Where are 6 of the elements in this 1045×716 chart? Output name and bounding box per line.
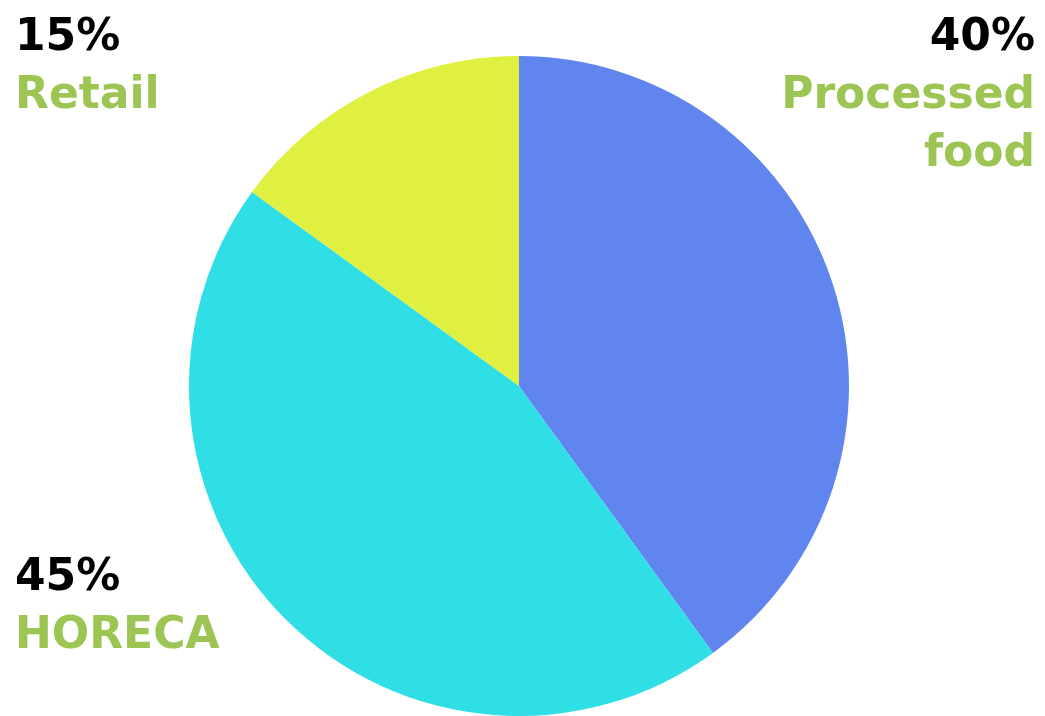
slice-label: Retail (15, 66, 160, 118)
slice-label: Processed food (781, 66, 1035, 176)
data-label: 15% (15, 8, 121, 60)
slice-label: HORECA (15, 606, 220, 658)
data-label: 40% (929, 8, 1035, 60)
data-label: 45% (15, 548, 121, 600)
